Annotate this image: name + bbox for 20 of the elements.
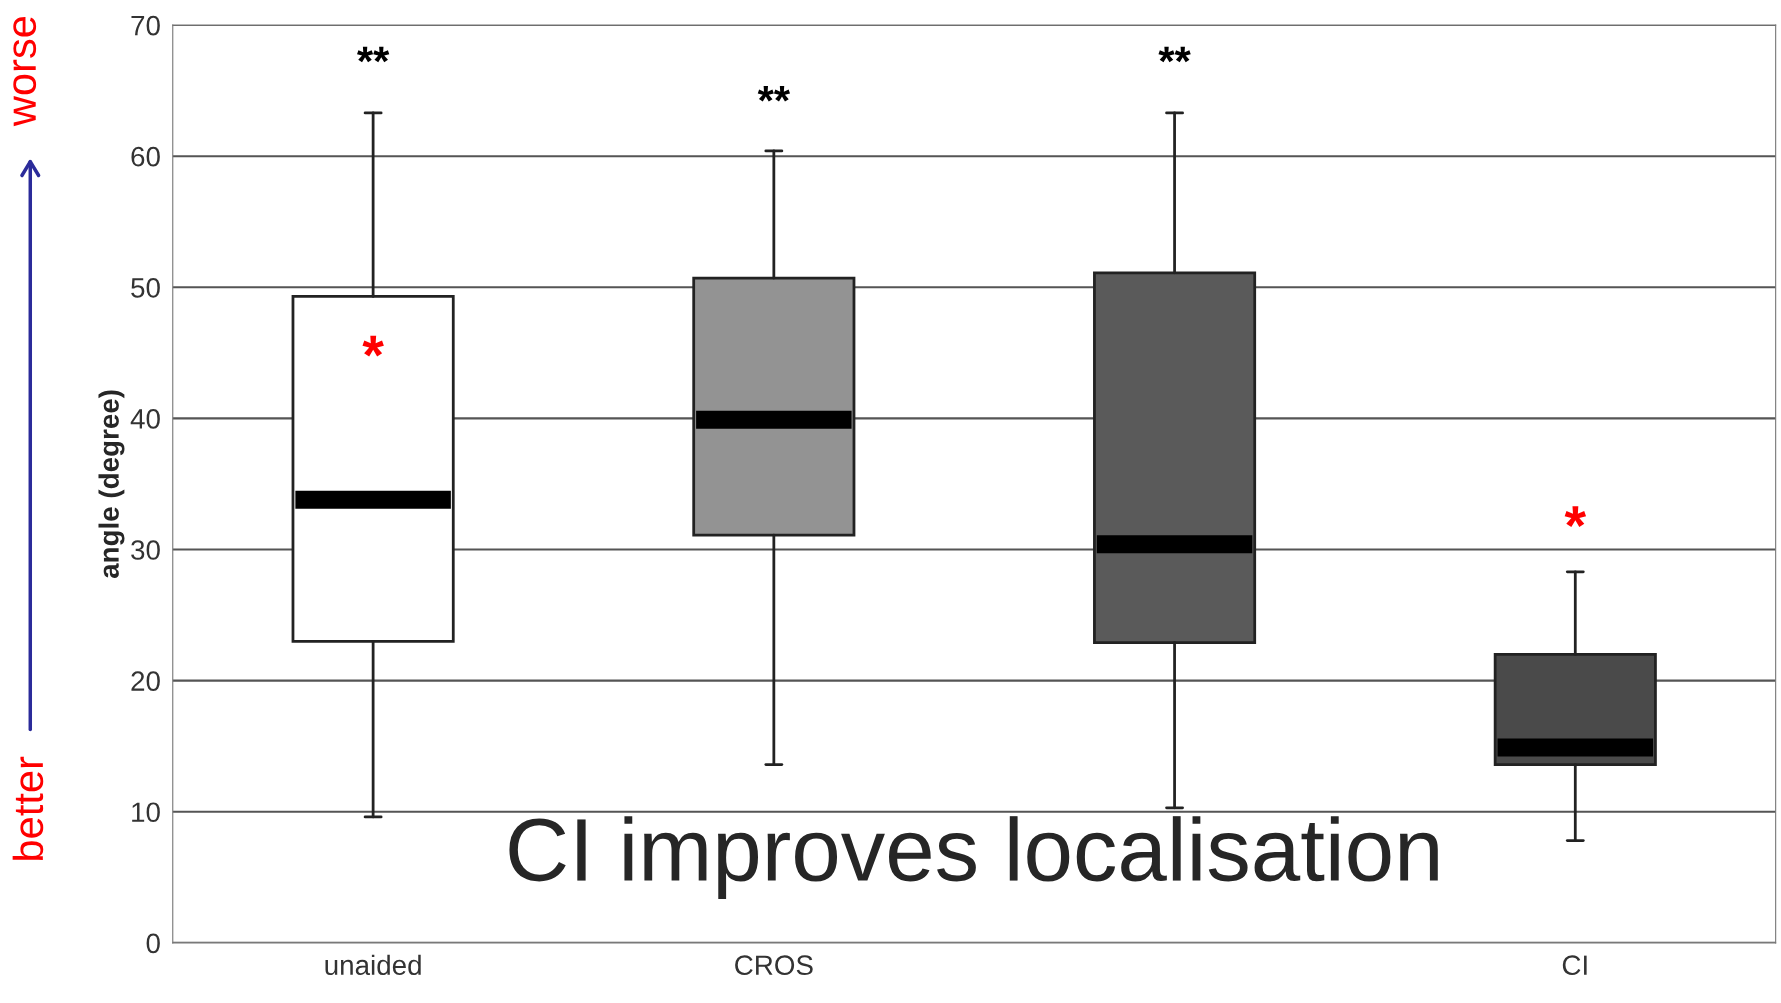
annotation: *: [362, 335, 384, 357]
y-tick-label: 0: [146, 933, 160, 954]
y-tick-label: 50: [131, 277, 160, 298]
annotation: CI improves localisation: [509, 816, 1438, 900]
annotation: **: [1158, 46, 1191, 63]
annotation: *: [1564, 506, 1587, 527]
y-axis-title: angle (degree): [98, 390, 125, 579]
y-tick-label: 40: [130, 409, 160, 429]
x-tick-label: CROS: [735, 955, 813, 976]
x-tick-label: unaided: [325, 954, 421, 976]
y-tick-label: 30: [131, 540, 160, 560]
annotation: **: [757, 86, 791, 102]
y-tick-label: 70: [131, 15, 160, 36]
text: worse: [13, 16, 37, 127]
x-tick-label: CI: [1562, 955, 1587, 976]
y-tick-label: 10: [132, 802, 160, 823]
annotation: **: [357, 46, 390, 63]
y-tick-label: 20: [131, 671, 160, 691]
y-tick-label: 60: [131, 146, 160, 167]
text: better: [12, 756, 44, 860]
